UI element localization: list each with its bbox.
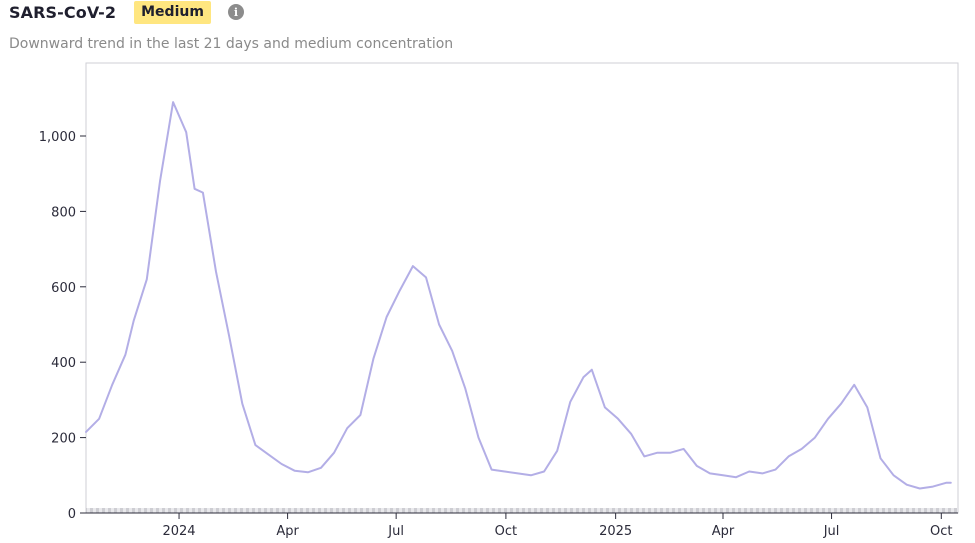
series-line	[85, 101, 952, 490]
y-tick-label: 0	[68, 507, 76, 522]
level-badge: Medium	[134, 0, 211, 24]
chart-subtitle: Downward trend in the last 21 days and m…	[9, 36, 454, 52]
x-tick-label: Apr	[712, 524, 735, 539]
y-tick-label: 800	[51, 205, 76, 220]
y-tick-label: 200	[51, 432, 76, 447]
y-tick-label: 600	[51, 281, 76, 296]
x-tick-label: 2024	[162, 524, 195, 539]
x-tick-label: Oct	[495, 524, 517, 539]
baseline-strip	[86, 508, 958, 513]
x-tick-label: Apr	[276, 524, 299, 539]
info-circle-icon[interactable]: i	[227, 4, 244, 20]
x-tick-label: Jul	[823, 524, 840, 539]
x-tick-label: 2025	[599, 524, 632, 539]
y-tick-label: 1,000	[39, 130, 76, 145]
x-tick-label: Oct	[930, 524, 952, 539]
x-tick-label: Jul	[387, 524, 404, 539]
plot-frame	[85, 62, 959, 514]
chart-title: SARS-CoV-2	[9, 2, 117, 22]
y-tick-label: 400	[51, 356, 76, 371]
chart-header: SARS-CoV-2 Medium i	[9, 0, 244, 24]
